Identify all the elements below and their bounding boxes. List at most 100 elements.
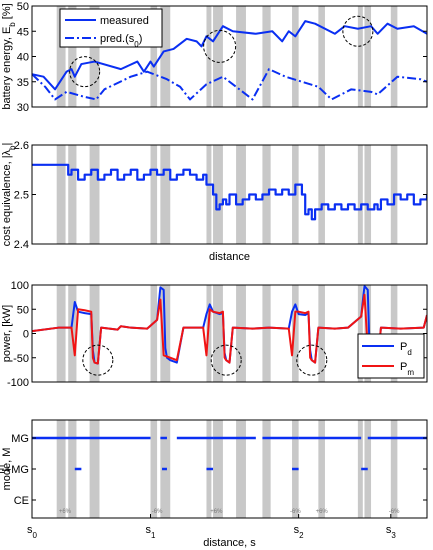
- grade-shade: [68, 145, 77, 244]
- legend-pd-main: P: [400, 341, 407, 353]
- x-tick-sub: 2: [299, 531, 304, 540]
- legend-pm-sub: m: [407, 368, 414, 377]
- y-tick-label: 45: [17, 26, 29, 38]
- legend-box: [357, 333, 425, 379]
- x-tick-label: s2: [294, 524, 305, 540]
- series-lambda: [32, 163, 427, 221]
- grade-shade: [364, 145, 372, 244]
- y-tick-label: 30: [17, 102, 29, 114]
- y-axis-label-sub: b: [8, 22, 17, 27]
- grade-shade: [160, 6, 171, 107]
- grade-shade: [150, 6, 158, 107]
- grade-label: -6%: [290, 509, 301, 515]
- legend-pm-main: P: [400, 361, 407, 373]
- grade-shade: [213, 145, 223, 244]
- grade-shade: [318, 6, 325, 107]
- y-tick-label: 2.5: [14, 190, 29, 202]
- y-tick-label: CE: [14, 495, 29, 507]
- y-tick-label: 50: [17, 1, 29, 13]
- grade-shade: [357, 6, 363, 107]
- grade-shade: [150, 285, 158, 382]
- plot-area: [32, 285, 427, 367]
- grade-shade: [357, 420, 363, 518]
- y-axis-label-unit: |: [1, 143, 13, 146]
- y-tick-label: 2.4: [14, 239, 29, 251]
- legend-label-pred: pred.(s0): [100, 33, 142, 49]
- y-axis-label-sub: b: [8, 145, 17, 150]
- grade-shade: [357, 145, 363, 244]
- legend-box: [59, 8, 163, 48]
- y-axis-label-main: battery energy, E: [1, 27, 13, 110]
- grade-shade: [89, 285, 100, 382]
- y-axis-label-unit: [%]: [1, 3, 13, 22]
- grade-shade: [236, 145, 246, 244]
- y-axis-label: battery energy, Eb [%]: [1, 3, 17, 109]
- grade-shade: [213, 6, 223, 107]
- grade-shade: [364, 6, 372, 107]
- y-tick-label: 50: [17, 304, 29, 316]
- plot-area: [32, 436, 427, 471]
- grade-shade: [213, 420, 223, 518]
- y-axis-label-main: mode, M: [1, 448, 13, 491]
- grade-shade: [160, 145, 171, 244]
- y-tick-label: 0: [23, 329, 29, 341]
- x-tick-label: s0: [27, 524, 38, 540]
- series-pm: [32, 293, 427, 365]
- grade-shade: [390, 420, 398, 518]
- legend-pred-sub: 0: [134, 40, 139, 49]
- x-tick-sub: 0: [33, 531, 38, 540]
- grade-shade: [236, 285, 246, 382]
- plot-area: [32, 20, 427, 101]
- grade-label: -6%: [389, 509, 400, 515]
- grade-shade: [89, 145, 100, 244]
- legend-pred-close: ): [139, 33, 143, 45]
- x-tick-base: s: [294, 524, 300, 536]
- series-measured: [32, 20, 427, 91]
- x-tick-base: s: [146, 524, 152, 536]
- grade-shade: [68, 6, 77, 107]
- grade-shade: [89, 6, 100, 107]
- y-axis-label-main: cost equivalence, |λ: [1, 149, 13, 246]
- legend-pred-main: pred.(s: [100, 33, 135, 45]
- grade-shade: [150, 145, 158, 244]
- grade-shade: [206, 6, 212, 107]
- grade-label: +6%: [59, 509, 72, 515]
- grade-shade: [262, 6, 271, 107]
- grade-shade: [390, 6, 398, 107]
- grade-shade: [236, 420, 246, 518]
- grade-shade: [89, 420, 100, 518]
- plot-area: [32, 163, 427, 221]
- grade-shade: [56, 285, 66, 382]
- grade-shade: [292, 285, 299, 382]
- annotation-circle: [342, 15, 374, 47]
- legend-label-pm: Pm: [400, 361, 414, 377]
- annotation-circle: [296, 344, 328, 376]
- y-tick-label: 2.6: [14, 140, 29, 152]
- annotation-circle: [210, 344, 242, 376]
- legend-label-measured: measured: [100, 15, 149, 27]
- grade-shade: [56, 420, 66, 518]
- y-tick-label: CE+MG: [0, 464, 29, 476]
- y-axis-label: cost equivalence, |λb|: [1, 143, 17, 247]
- grade-shade: [56, 6, 66, 107]
- y-tick-label: 100: [11, 280, 29, 292]
- x-tick-label: s3: [386, 524, 397, 540]
- grade-shade: [206, 145, 212, 244]
- y-axis-label-main: power, [kW]: [1, 305, 13, 362]
- x-axis-label: distance, s: [203, 537, 256, 549]
- grade-shade: [262, 420, 271, 518]
- grade-shade: [318, 145, 325, 244]
- series-preds0: [32, 68, 427, 101]
- annotation-circle: [69, 56, 101, 88]
- grade-label: +6%: [210, 509, 223, 515]
- x-tick-base: s: [386, 524, 392, 536]
- grade-shade: [236, 6, 246, 107]
- grade-shade: [318, 420, 325, 518]
- legend-label-pd: Pd: [400, 341, 412, 357]
- x-tick-sub: 3: [391, 531, 396, 540]
- x-tick-base: s: [27, 524, 33, 536]
- y-tick-label: MG: [11, 433, 29, 445]
